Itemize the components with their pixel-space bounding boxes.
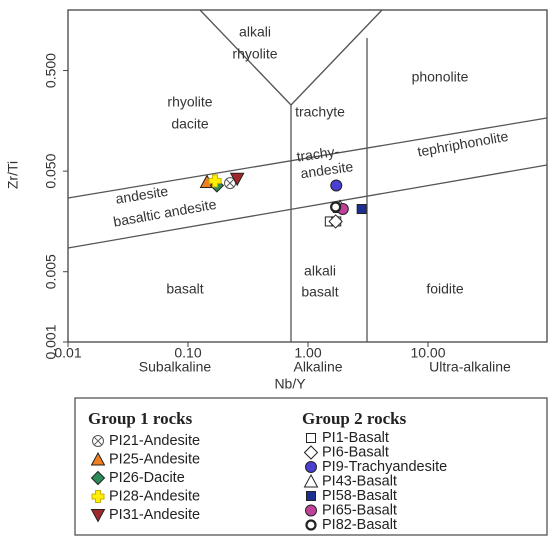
y-tick-label: 0.005 (43, 254, 59, 289)
boundary (67, 164, 548, 249)
legend-label: PI21-Andesite (109, 433, 200, 449)
legend-title: Group 2 rocks (302, 409, 407, 428)
field-label: alkali (304, 263, 336, 279)
marker (303, 473, 319, 488)
y-tick-label: 0.050 (43, 153, 59, 188)
field-label: basalt (166, 281, 203, 297)
marker (306, 433, 316, 443)
marker (305, 519, 317, 531)
marker (224, 177, 237, 190)
x-axis-title: Nb/Y (274, 376, 306, 392)
marker (90, 470, 106, 486)
field-label: phonolite (412, 69, 469, 85)
y-axis-title: Zr/Ti (5, 161, 21, 189)
legend-label: PI26-Dacite (109, 470, 185, 486)
field-label: andesite (114, 183, 169, 207)
marker-part (93, 436, 103, 446)
y-tick-label: 0.500 (43, 53, 59, 88)
field-label: Subalkaline (139, 359, 212, 375)
legend-label: PI65-Basalt (322, 502, 397, 518)
legend-box (74, 397, 548, 536)
marker (90, 451, 106, 466)
field-label: basalt (301, 284, 338, 300)
marker (303, 445, 319, 460)
field-label: trachyte (295, 104, 345, 120)
legend-title: Group 1 rocks (88, 409, 193, 428)
field-label: andesite (299, 158, 354, 181)
x-tick-label: 0.10 (174, 345, 201, 361)
legend-label: PI28-Andesite (109, 488, 200, 504)
x-tick-label: 0.01 (54, 345, 81, 361)
marker (328, 214, 343, 229)
field-label: Alkaline (293, 359, 342, 375)
field-label: rhyolite (167, 94, 212, 110)
field-boundaries (67, 9, 548, 342)
legend-label: PI1-Basalt (322, 430, 389, 446)
marker-part (225, 178, 235, 188)
legend-label: PI6-Basalt (322, 444, 389, 460)
marker (91, 490, 105, 503)
marker (306, 491, 316, 501)
field-label: Ultra-alkaline (429, 359, 511, 375)
marker (330, 201, 342, 213)
marker (229, 172, 245, 187)
field-label: rhyolite (232, 46, 277, 62)
marker (92, 435, 104, 447)
marker (208, 174, 222, 188)
field-label: dacite (171, 116, 209, 132)
marker (356, 204, 367, 215)
boundary (199, 9, 383, 106)
x-tick-label: 1.00 (294, 345, 321, 361)
legend: PI21-Andesite PI25-Andesite PI26-Dacite PI2… (90, 430, 447, 533)
marker (90, 509, 106, 523)
field-label: alkali (239, 24, 271, 40)
marker (305, 504, 317, 517)
legend-label: PI43-Basalt (322, 473, 397, 489)
x-tick-label: 10.00 (410, 345, 445, 361)
legend-label: PI25-Andesite (109, 451, 200, 467)
legend-label: PI31-Andesite (109, 507, 200, 523)
field-label: trachy- (296, 143, 341, 165)
legend-label: PI58-Basalt (322, 488, 397, 504)
legend-label: PI9-Trachyandesite (322, 459, 447, 475)
marker (330, 179, 343, 192)
boundary (67, 117, 548, 199)
y-tick-label: 0.001 (43, 324, 59, 359)
field-label: foidite (426, 281, 464, 297)
legend-label: PI82-Basalt (322, 517, 397, 533)
marker (305, 461, 317, 473)
